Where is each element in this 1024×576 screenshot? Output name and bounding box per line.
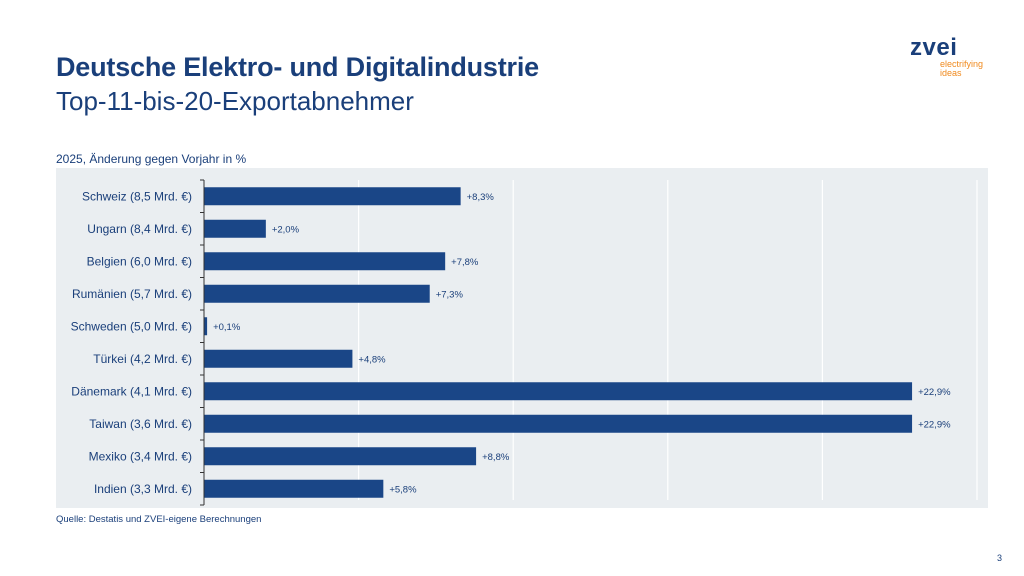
page-subtitle: Top-11-bis-20-Exportabnehmer — [56, 86, 414, 116]
data-label: +8,8% — [482, 452, 510, 463]
chart-title: 2025, Änderung gegen Vorjahr in % — [56, 152, 247, 166]
logo-tagline-line-2: ideas — [940, 68, 962, 78]
category-label: Indien (3,3 Mrd. €) — [94, 482, 192, 496]
category-label: Rumänien (5,7 Mrd. €) — [72, 287, 192, 301]
bar — [204, 187, 461, 206]
bar — [204, 382, 913, 401]
bar — [204, 479, 384, 498]
bar — [204, 349, 353, 368]
category-label: Ungarn (8,4 Mrd. €) — [87, 222, 192, 236]
source-note: Quelle: Destatis und ZVEI-eigene Berechn… — [56, 514, 262, 525]
bar — [204, 252, 446, 271]
category-label: Türkei (4,2 Mrd. €) — [93, 352, 192, 366]
page-number: 3 — [997, 553, 1003, 563]
logo-tagline-line-1: electrifying — [940, 59, 984, 69]
category-label: Belgien (6,0 Mrd. €) — [87, 254, 192, 268]
bar — [204, 284, 430, 303]
category-label: Mexiko (3,4 Mrd. €) — [89, 449, 192, 463]
page-title: Deutsche Elektro- und Digitalindustrie — [56, 52, 539, 82]
category-label: Schweden (5,0 Mrd. €) — [71, 319, 192, 333]
data-label: +8,3% — [467, 192, 495, 203]
data-label: +2,0% — [272, 224, 300, 235]
data-label: +22,9% — [918, 419, 951, 430]
bar — [204, 447, 477, 466]
category-label: Dänemark (4,1 Mrd. €) — [71, 384, 192, 398]
data-label: +5,8% — [389, 484, 417, 495]
data-label: +0,1% — [213, 322, 241, 333]
bar — [204, 219, 266, 238]
logo-tagline: electrifying ideas — [940, 60, 1000, 78]
data-label: +22,9% — [918, 387, 951, 398]
logo-wordmark: zvei — [910, 34, 958, 61]
category-label: Schweiz (8,5 Mrd. €) — [82, 189, 192, 203]
data-label: +7,8% — [451, 257, 479, 268]
bar — [204, 317, 208, 336]
bar — [204, 414, 913, 433]
data-label: +7,3% — [436, 289, 464, 300]
data-label: +4,8% — [358, 354, 386, 365]
category-label: Taiwan (3,6 Mrd. €) — [89, 417, 192, 431]
zvei-logo: zvei electrifying ideas — [910, 34, 1000, 84]
